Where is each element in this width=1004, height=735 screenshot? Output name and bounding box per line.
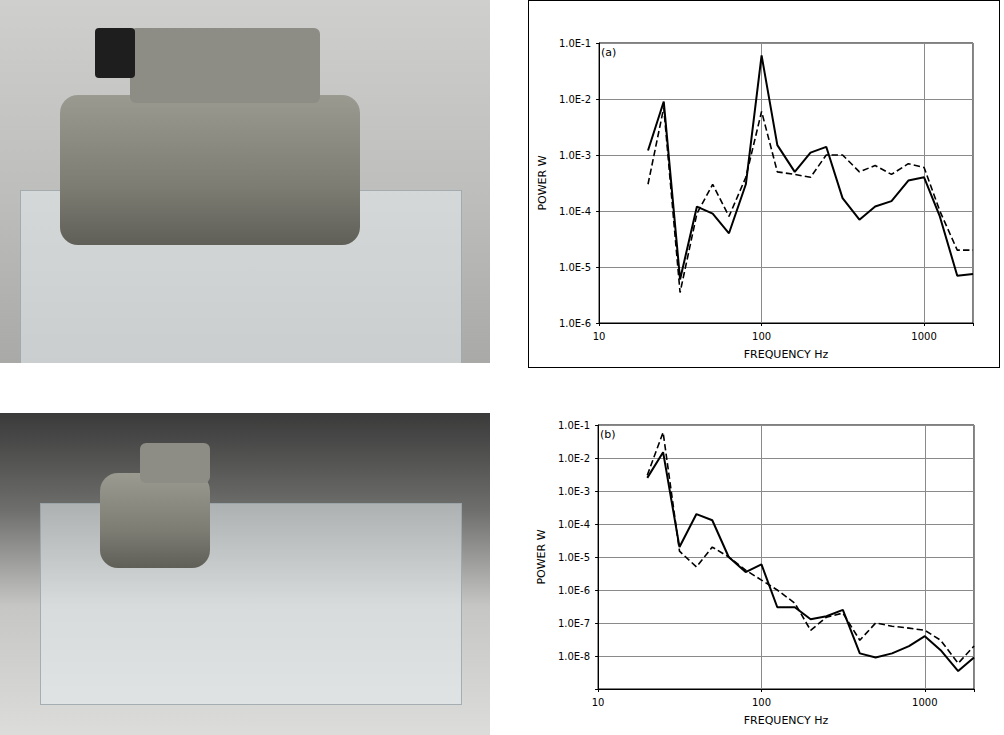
svg-text:1.0E-1: 1.0E-1 bbox=[559, 38, 591, 49]
svg-text:1.0E-6: 1.0E-6 bbox=[558, 585, 590, 596]
svg-text:1.0E-1: 1.0E-1 bbox=[558, 420, 590, 431]
svg-text:(a): (a) bbox=[601, 46, 616, 59]
svg-text:1.0E-7: 1.0E-7 bbox=[558, 618, 590, 629]
svg-text:100: 100 bbox=[752, 331, 771, 342]
svg-text:10: 10 bbox=[592, 697, 605, 708]
svg-text:1.0E-2: 1.0E-2 bbox=[558, 453, 590, 464]
svg-text:1.0E-3: 1.0E-3 bbox=[559, 150, 591, 161]
svg-text:10: 10 bbox=[593, 331, 606, 342]
svg-text:1.0E-3: 1.0E-3 bbox=[558, 486, 590, 497]
svg-text:FREQUENCY Hz: FREQUENCY Hz bbox=[744, 714, 829, 727]
svg-text:(b): (b) bbox=[600, 428, 616, 441]
svg-text:1000: 1000 bbox=[912, 697, 937, 708]
svg-text:1.0E-4: 1.0E-4 bbox=[559, 206, 591, 217]
svg-text:1.0E-2: 1.0E-2 bbox=[559, 94, 591, 105]
svg-text:1.0E-4: 1.0E-4 bbox=[558, 519, 590, 530]
svg-text:100: 100 bbox=[752, 697, 771, 708]
svg-text:POWER W: POWER W bbox=[535, 529, 548, 584]
svg-text:POWER W: POWER W bbox=[536, 155, 549, 210]
svg-text:1.0E-5: 1.0E-5 bbox=[558, 552, 590, 563]
svg-text:FREQUENCY Hz: FREQUENCY Hz bbox=[744, 348, 829, 361]
svg-text:1.0E-6: 1.0E-6 bbox=[559, 318, 591, 329]
svg-text:1.0E-8: 1.0E-8 bbox=[558, 651, 590, 662]
svg-text:1.0E-5: 1.0E-5 bbox=[559, 262, 591, 273]
svg-text:1000: 1000 bbox=[911, 331, 936, 342]
